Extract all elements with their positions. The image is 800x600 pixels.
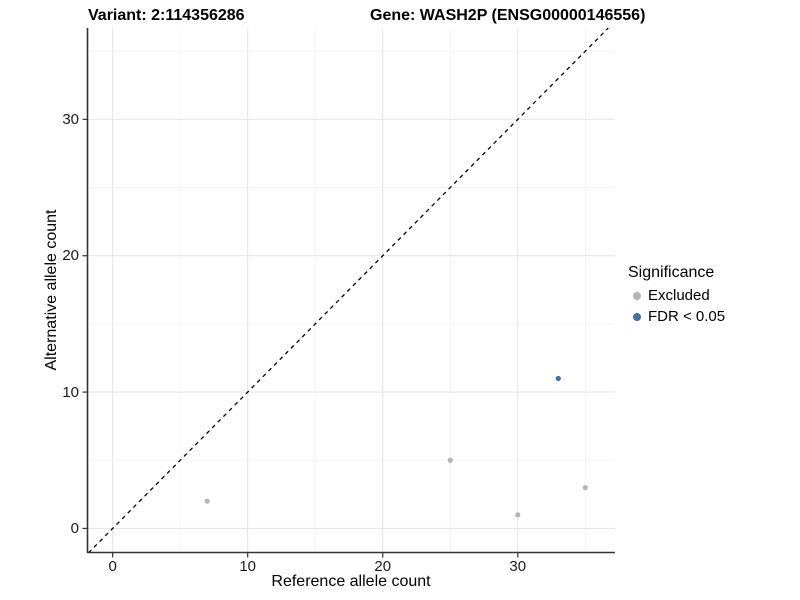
y-tick-label: 20 <box>62 247 79 265</box>
legend-item-label: Excluded <box>648 287 710 304</box>
legend-item: FDR < 0.05 <box>628 306 725 327</box>
gene-title: Gene: WASH2P (ENSG00000146556) <box>370 7 646 24</box>
y-tick-label: 30 <box>62 110 79 128</box>
significance-legend: Significance Excluded FDR < 0.05 <box>628 263 725 327</box>
data-point-excluded <box>515 512 521 518</box>
identity-line <box>87 27 609 554</box>
x-tick-label: 10 <box>239 558 257 575</box>
legend-key-dot-icon <box>633 312 641 321</box>
y-tick-label: 0 <box>70 519 79 537</box>
y-axis-title: Alternative allele count <box>43 209 60 371</box>
data-point-excluded <box>204 498 210 504</box>
variant-title: Variant: 2:114356286 <box>88 7 245 24</box>
data-point-significant <box>555 375 561 382</box>
legend-item-label: FDR < 0.05 <box>648 308 726 325</box>
x-tick-label: 0 <box>108 558 117 575</box>
plot-panel <box>82 27 615 558</box>
legend-key-dot-icon <box>633 291 641 300</box>
legend-title: Significance <box>628 264 715 281</box>
y-tick-label: 10 <box>62 383 79 401</box>
data-point-excluded <box>582 484 588 491</box>
x-axis-title: Reference allele count <box>271 573 431 590</box>
x-tick-label: 20 <box>374 558 392 575</box>
data-point-excluded <box>447 457 453 463</box>
legend-items: Excluded FDR < 0.05 <box>628 285 725 327</box>
x-tick-label: 30 <box>509 558 527 575</box>
legend-item: Excluded <box>628 285 725 306</box>
